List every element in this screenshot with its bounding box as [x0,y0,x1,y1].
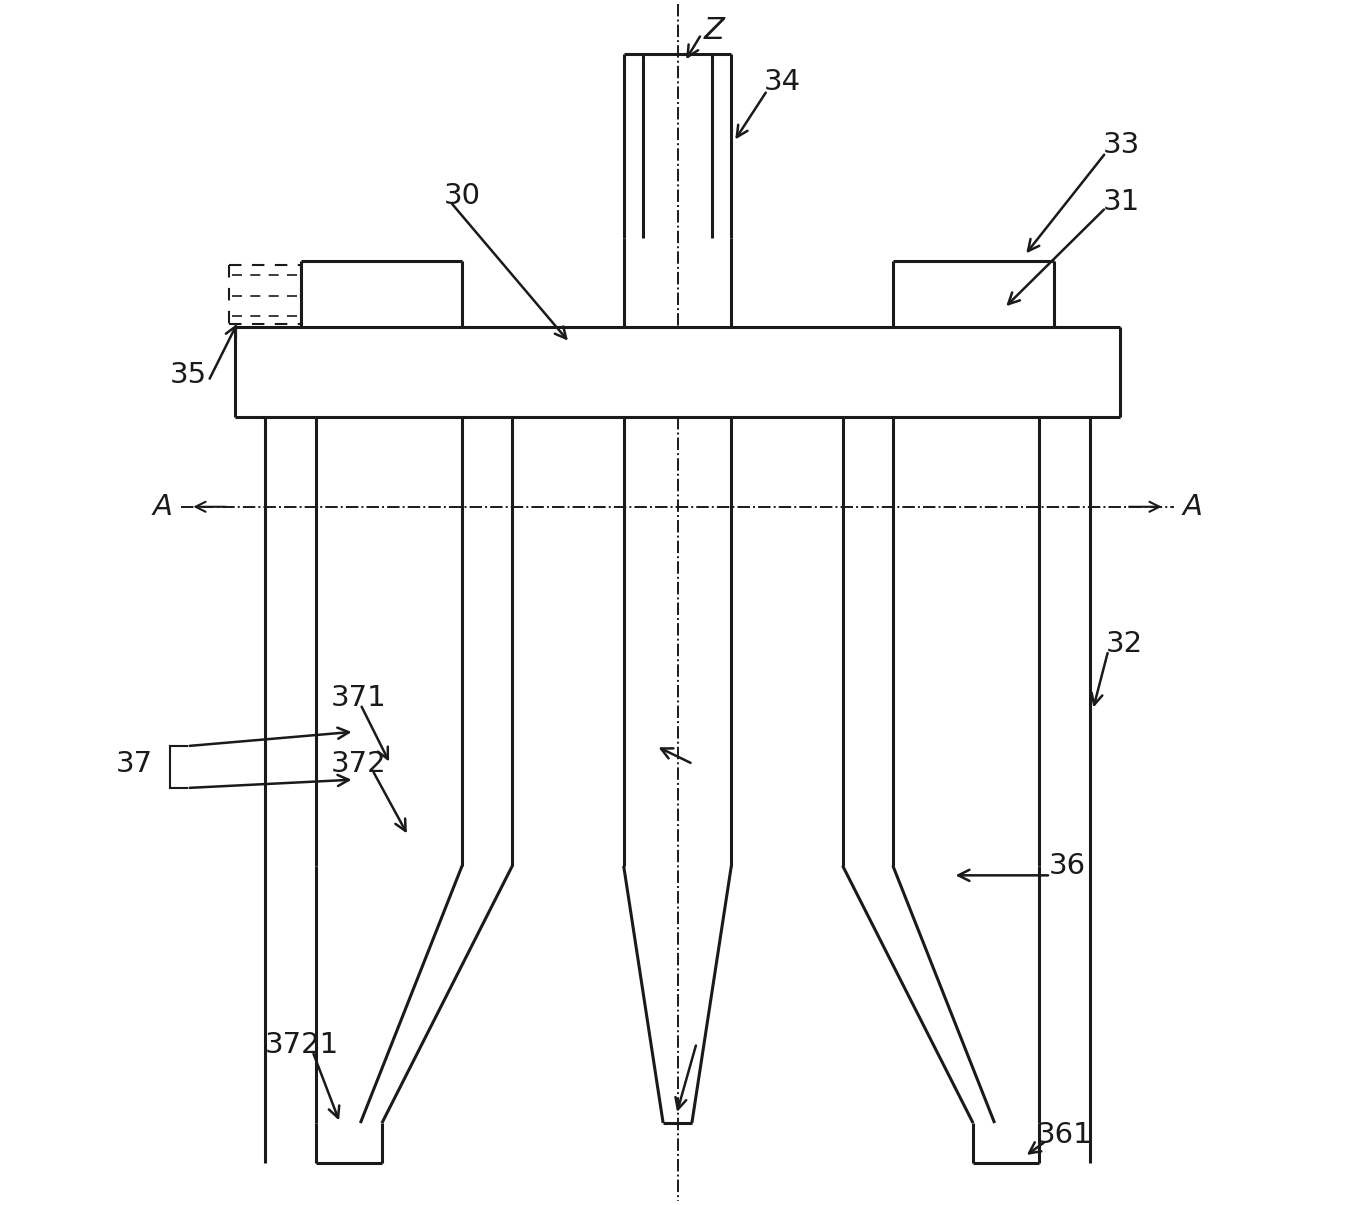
Text: 33: 33 [1103,131,1140,159]
Text: 30: 30 [444,182,481,210]
Text: 37: 37 [117,750,153,778]
Text: 372: 372 [331,750,386,778]
Text: 34: 34 [764,67,801,96]
Text: 31: 31 [1103,188,1140,216]
Text: 3721: 3721 [264,1031,339,1059]
Text: 371: 371 [331,684,386,712]
Text: 35: 35 [171,362,207,389]
Text: A: A [1183,493,1202,521]
Text: Z: Z [703,16,725,45]
Text: 32: 32 [1106,630,1144,658]
Text: 36: 36 [1049,852,1085,880]
Text: 361: 361 [1037,1121,1092,1150]
Text: A: A [153,493,172,521]
